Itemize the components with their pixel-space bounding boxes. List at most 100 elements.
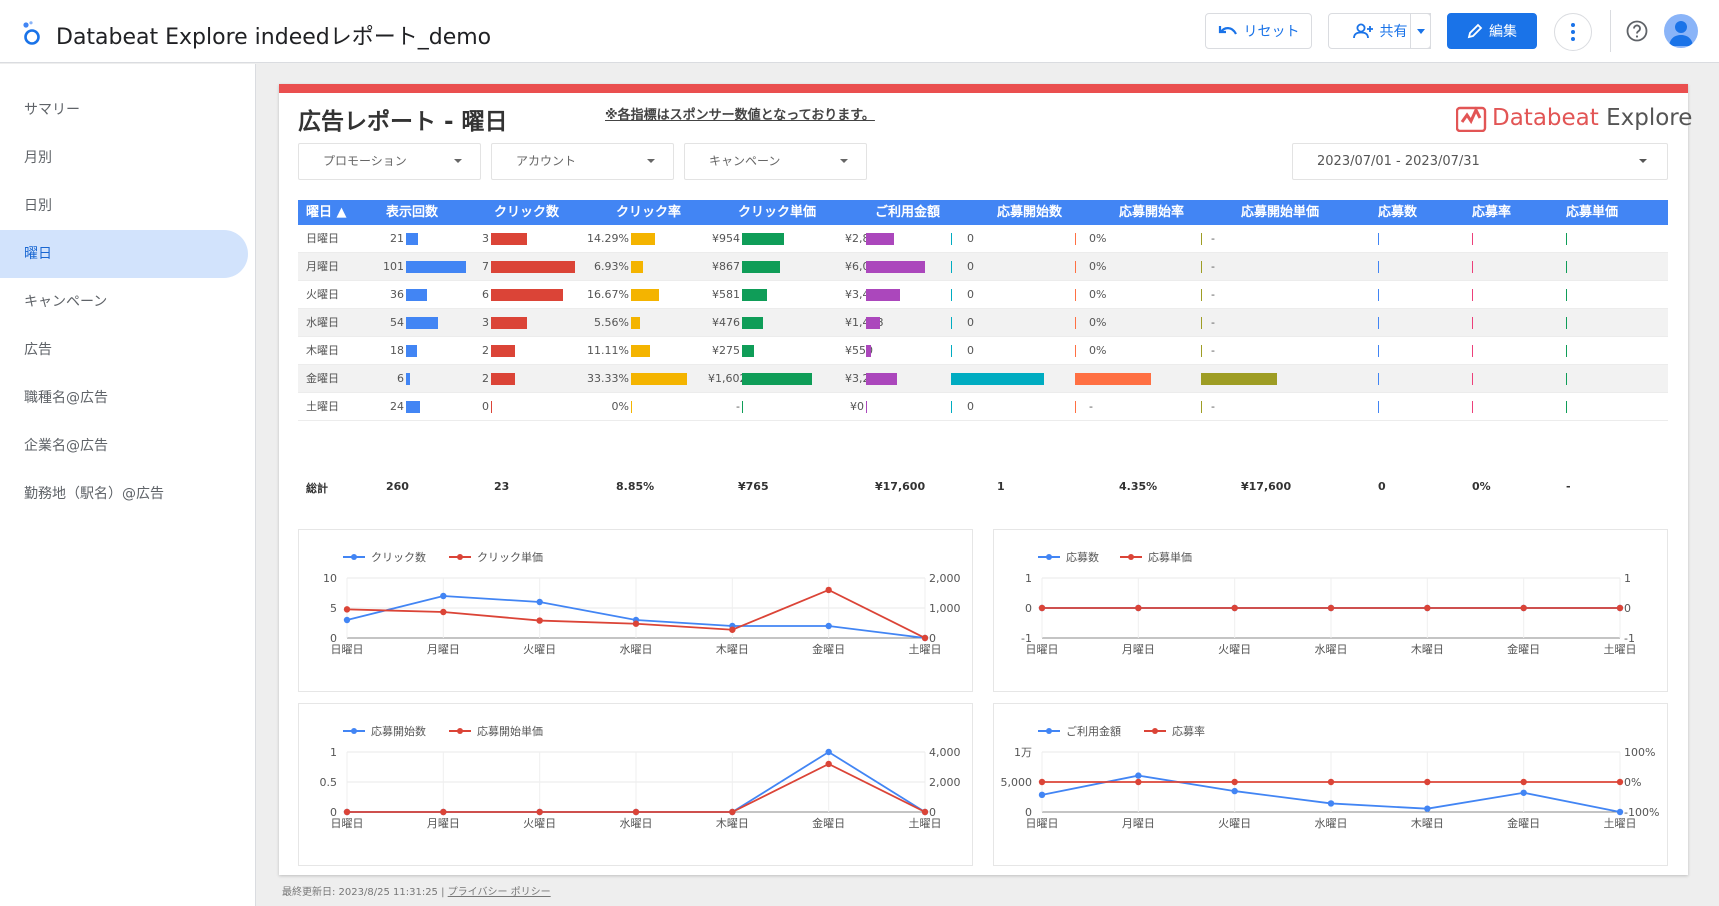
table-row[interactable]: 土曜日 24 0 0% - ¥0 0 - -	[298, 393, 1668, 421]
data-point[interactable]	[1616, 604, 1624, 612]
table-row[interactable]: 水曜日 54 3 5.56% ¥476 ¥1,428 0 0% -	[298, 309, 1668, 337]
data-point[interactable]	[536, 598, 543, 606]
legend-label[interactable]: 応募開始単価	[477, 724, 543, 738]
header-weekday[interactable]: 曜日 ▲	[306, 205, 347, 220]
data-point[interactable]	[1327, 778, 1335, 786]
more-options-button[interactable]	[1554, 13, 1592, 51]
header-cost[interactable]: ご利用金額	[875, 205, 941, 220]
data-point[interactable]	[440, 608, 447, 616]
data-point[interactable]	[729, 808, 736, 816]
privacy-policy-link[interactable]: プライバシー ポリシー	[447, 887, 551, 898]
data-point[interactable]	[825, 586, 832, 594]
table-row[interactable]: 月曜日 101 7 6.93% ¥867 ¥6,068 0 0% -	[298, 253, 1668, 281]
account-avatar[interactable]	[1664, 14, 1698, 48]
header-app-start-rate[interactable]: 応募開始率	[1119, 205, 1185, 220]
cell-cpc-value: ¥954	[712, 232, 740, 245]
account-filter[interactable]: アカウント	[491, 143, 674, 180]
data-point[interactable]	[1038, 604, 1046, 612]
sidebar-item-location[interactable]: 勤務地（駅名）@広告	[24, 486, 164, 502]
data-point[interactable]	[343, 808, 351, 816]
sidebar-item-daily[interactable]: 日別	[24, 198, 52, 214]
data-point[interactable]	[1520, 778, 1527, 786]
legend-label[interactable]: 応募開始数	[371, 724, 426, 738]
data-point[interactable]	[536, 808, 543, 816]
data-point[interactable]	[1135, 778, 1142, 786]
data-point[interactable]	[343, 616, 351, 624]
sidebar-item-campaign[interactable]: キャンペーン	[24, 294, 108, 310]
campaign-filter[interactable]: キャンペーン	[684, 143, 867, 180]
data-point[interactable]	[825, 748, 832, 756]
data-point[interactable]	[1038, 791, 1046, 799]
y-right-tick-label: 0%	[1624, 776, 1641, 789]
date-range-picker[interactable]: 2023/07/01 - 2023/07/31	[1292, 143, 1668, 180]
data-point[interactable]	[1616, 778, 1624, 786]
sidebar-item-job-title[interactable]: 職種名@広告	[24, 390, 108, 406]
sidebar-item-company[interactable]: 企業名@広告	[24, 438, 108, 454]
header-app-rate[interactable]: 応募率	[1472, 205, 1512, 220]
table-row[interactable]: 日曜日 21 3 14.29% ¥954 ¥2,863 0 0% -	[298, 225, 1668, 253]
data-point[interactable]	[1424, 778, 1431, 786]
header-ctr[interactable]: クリック率	[616, 205, 682, 220]
data-point[interactable]	[1135, 604, 1142, 612]
header-applications[interactable]: 応募数	[1378, 205, 1418, 220]
table-row[interactable]: 木曜日 18 2 11.11% ¥275 ¥550 0 0% -	[298, 337, 1668, 365]
data-point[interactable]	[825, 622, 832, 630]
header-app-cpa[interactable]: 応募単価	[1566, 205, 1619, 220]
data-point[interactable]	[1231, 778, 1238, 786]
data-point[interactable]	[1327, 800, 1335, 807]
cell-ctr-bar	[631, 289, 659, 301]
data-point[interactable]	[1231, 604, 1238, 612]
sidebar-item-summary[interactable]: サマリー	[24, 102, 80, 118]
header-clicks[interactable]: クリック数	[494, 205, 560, 220]
report-name[interactable]: Databeat Explore indeedレポート_demo	[56, 25, 492, 50]
promotion-filter[interactable]: プロモーション	[298, 143, 481, 180]
data-point[interactable]	[1135, 772, 1142, 779]
data-point[interactable]	[921, 808, 929, 816]
legend-label[interactable]: ご利用金額	[1066, 724, 1121, 738]
sidebar-item-weekday[interactable]: 曜日	[0, 230, 248, 278]
cell-app-starts-value: 0	[967, 316, 974, 329]
sidebar-item-ad[interactable]: 広告	[24, 342, 52, 358]
data-point[interactable]	[1038, 778, 1046, 786]
sidebar-item-monthly[interactable]: 月別	[24, 150, 52, 166]
reset-button[interactable]: リセット	[1205, 13, 1312, 49]
cell-cpc-bar	[742, 373, 812, 385]
header-impressions[interactable]: 表示回数	[386, 205, 439, 220]
data-point[interactable]	[1520, 789, 1527, 796]
header-app-starts[interactable]: 応募開始数	[997, 205, 1063, 220]
data-point[interactable]	[921, 634, 929, 642]
header-app-start-cpa[interactable]: 応募開始単価	[1241, 205, 1320, 220]
help-icon[interactable]	[1625, 19, 1649, 43]
data-point[interactable]	[440, 808, 447, 816]
cell-app-start-rate-value: 0%	[1089, 260, 1107, 273]
cell-app-starts-bar	[951, 317, 952, 329]
legend-label[interactable]: 応募率	[1172, 724, 1205, 738]
data-point[interactable]	[1327, 604, 1335, 612]
legend-label[interactable]: 応募単価	[1148, 550, 1192, 564]
legend-label[interactable]: 応募数	[1066, 550, 1099, 564]
data-point[interactable]	[632, 620, 640, 627]
data-point[interactable]	[343, 606, 351, 613]
data-point[interactable]	[536, 617, 543, 624]
data-point[interactable]	[1231, 787, 1238, 795]
data-point[interactable]	[440, 592, 447, 600]
table-row[interactable]: 火曜日 36 6 16.67% ¥581 ¥3,487 0 0% -	[298, 281, 1668, 309]
data-point[interactable]	[825, 760, 832, 768]
data-point[interactable]	[1424, 604, 1431, 612]
data-point[interactable]	[729, 626, 736, 633]
edit-button[interactable]: 編集	[1447, 13, 1537, 49]
legend-label[interactable]: クリック数	[371, 551, 426, 564]
table-header: 曜日 ▲ 表示回数 クリック数 クリック率 クリック単価 ご利用金額 応募開始数…	[298, 200, 1668, 225]
cell-app-start-rate-bar	[1075, 401, 1076, 413]
data-point[interactable]	[1520, 604, 1527, 612]
data-point[interactable]	[1424, 805, 1431, 812]
top-bar: Databeat Explore indeedレポート_demo リセット 共有…	[0, 0, 1719, 63]
data-point[interactable]	[632, 808, 640, 816]
share-dropdown-button[interactable]	[1410, 13, 1431, 49]
header-cpc[interactable]: クリック単価	[738, 205, 817, 220]
legend-label[interactable]: クリック単価	[477, 550, 543, 564]
cell-app-start-cpa-bar	[1201, 373, 1277, 385]
data-point[interactable]	[1616, 808, 1624, 816]
